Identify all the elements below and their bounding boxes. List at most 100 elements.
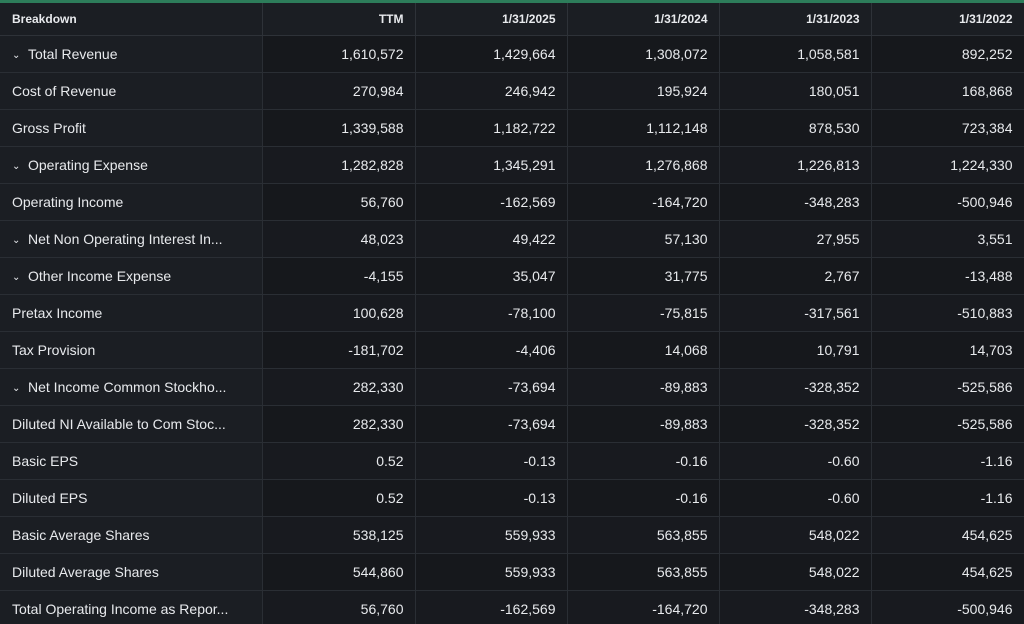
row-value-cell: 49,422 xyxy=(415,220,568,258)
row-label-cell: Pretax Income xyxy=(0,294,263,332)
row-value-cell: -181,702 xyxy=(262,331,416,369)
row-label-cell[interactable]: ⌄ Operating Expense xyxy=(0,146,263,184)
row-value-cell: 270,984 xyxy=(262,72,416,110)
row-label-cell: Total Operating Income as Repor... xyxy=(0,590,263,624)
row-value-cell: -525,586 xyxy=(871,368,1024,406)
row-value-cell: -4,155 xyxy=(262,257,416,295)
row-value-cell: 892,252 xyxy=(871,35,1024,73)
row-value-cell: 3,551 xyxy=(871,220,1024,258)
row-value-cell: 563,855 xyxy=(567,516,720,554)
row-value-cell: -162,569 xyxy=(415,183,568,221)
chevron-down-icon[interactable]: ⌄ xyxy=(12,161,21,172)
row-label-cell: Cost of Revenue xyxy=(0,72,263,110)
row-value-cell: 1,429,664 xyxy=(415,35,568,73)
row-value-cell: 1,345,291 xyxy=(415,146,568,184)
table-row[interactable]: ⌄ Net Income Common Stockho... 282,330 -73,… xyxy=(0,368,1024,406)
table-row: Diluted EPS 0.52 -0.13 -0.16 -0.60 -1.16 xyxy=(0,479,1024,517)
row-label: Operating Income xyxy=(12,194,124,210)
row-value-cell: 100,628 xyxy=(262,294,416,332)
row-label-cell: Diluted Average Shares xyxy=(0,553,263,591)
row-value-cell: 27,955 xyxy=(719,220,872,258)
row-value-cell: 48,023 xyxy=(262,220,416,258)
row-value-cell: 723,384 xyxy=(871,109,1024,147)
row-value-cell: 180,051 xyxy=(719,72,872,110)
row-label-cell[interactable]: ⌄ Net Income Common Stockho... xyxy=(0,368,263,406)
column-header-2023: 1/31/2023 xyxy=(719,3,872,36)
row-value-cell: 559,933 xyxy=(415,516,568,554)
row-label-cell: Gross Profit xyxy=(0,109,263,147)
chevron-down-icon[interactable]: ⌄ xyxy=(12,235,21,246)
table-row: Tax Provision -181,702 -4,406 14,068 10,791 1… xyxy=(0,331,1024,369)
row-value-cell: 282,330 xyxy=(262,405,416,443)
row-value-cell: 1,339,588 xyxy=(262,109,416,147)
column-header-2022: 1/31/2022 xyxy=(871,3,1024,36)
row-value-cell: -0.16 xyxy=(567,479,720,517)
row-label: Other Income Expense xyxy=(28,268,172,284)
chevron-down-icon[interactable]: ⌄ xyxy=(12,272,21,283)
row-value-cell: 57,130 xyxy=(567,220,720,258)
column-header-2024: 1/31/2024 xyxy=(567,3,720,36)
row-label-cell: Basic EPS xyxy=(0,442,263,480)
row-value-cell: -89,883 xyxy=(567,368,720,406)
row-value-cell: -89,883 xyxy=(567,405,720,443)
row-value-cell: 14,703 xyxy=(871,331,1024,369)
row-value-cell: -73,694 xyxy=(415,405,568,443)
row-value-cell: 246,942 xyxy=(415,72,568,110)
row-value-cell: -348,283 xyxy=(719,590,872,624)
row-value-cell: 14,068 xyxy=(567,331,720,369)
row-value-cell: -510,883 xyxy=(871,294,1024,332)
row-value-cell: 168,868 xyxy=(871,72,1024,110)
row-label-cell[interactable]: ⌄ Net Non Operating Interest In... xyxy=(0,220,263,258)
row-label: Diluted Average Shares xyxy=(12,564,159,580)
row-value-cell: 548,022 xyxy=(719,553,872,591)
table-body: ⌄ Total Revenue 1,610,572 1,429,664 1,308,07… xyxy=(0,35,1024,624)
row-value-cell: 1,610,572 xyxy=(262,35,416,73)
table-row: Pretax Income 100,628 -78,100 -75,815 -317,5… xyxy=(0,294,1024,332)
row-value-cell: 1,112,148 xyxy=(567,109,720,147)
chevron-down-icon[interactable]: ⌄ xyxy=(12,50,21,61)
row-value-cell: 35,047 xyxy=(415,257,568,295)
row-label: Operating Expense xyxy=(28,157,148,173)
row-label: Diluted NI Available to Com Stoc... xyxy=(12,416,226,432)
row-value-cell: 0.52 xyxy=(262,442,416,480)
row-value-cell: -1.16 xyxy=(871,442,1024,480)
row-value-cell: 1,182,722 xyxy=(415,109,568,147)
row-value-cell: 282,330 xyxy=(262,368,416,406)
row-value-cell: 10,791 xyxy=(719,331,872,369)
row-label: Basic Average Shares xyxy=(12,527,150,543)
table-row: Basic EPS 0.52 -0.13 -0.16 -0.60 -1.16 xyxy=(0,442,1024,480)
row-value-cell: -75,815 xyxy=(567,294,720,332)
table-row: Total Operating Income as Repor... 56,760… xyxy=(0,590,1024,624)
row-label: Total Revenue xyxy=(28,46,118,62)
row-label-cell: Operating Income xyxy=(0,183,263,221)
row-value-cell: 878,530 xyxy=(719,109,872,147)
table-row: Diluted Average Shares 544,860 559,933 563,… xyxy=(0,553,1024,591)
table-row[interactable]: ⌄ Operating Expense 1,282,828 1,345,291 1,27… xyxy=(0,146,1024,184)
row-label: Tax Provision xyxy=(12,342,96,358)
row-value-cell: -1.16 xyxy=(871,479,1024,517)
column-header-ttm: TTM xyxy=(262,3,416,36)
table-row: Diluted NI Available to Com Stoc... 282,3… xyxy=(0,405,1024,443)
row-value-cell: 538,125 xyxy=(262,516,416,554)
row-value-cell: -13,488 xyxy=(871,257,1024,295)
table-row[interactable]: ⌄ Total Revenue 1,610,572 1,429,664 1,308,07… xyxy=(0,35,1024,73)
row-label: Net Income Common Stockho... xyxy=(28,379,227,395)
chevron-down-icon[interactable]: ⌄ xyxy=(12,383,21,394)
row-value-cell: 454,625 xyxy=(871,553,1024,591)
row-label-cell[interactable]: ⌄ Other Income Expense xyxy=(0,257,263,295)
table-row[interactable]: ⌄ Net Non Operating Interest In... 48,023 4… xyxy=(0,220,1024,258)
table-row: Operating Income 56,760 -162,569 -164,720 -3… xyxy=(0,183,1024,221)
row-value-cell: 1,058,581 xyxy=(719,35,872,73)
row-value-cell: 559,933 xyxy=(415,553,568,591)
row-value-cell: 56,760 xyxy=(262,183,416,221)
row-value-cell: -328,352 xyxy=(719,405,872,443)
row-label-cell[interactable]: ⌄ Total Revenue xyxy=(0,35,263,73)
row-label: Total Operating Income as Repor... xyxy=(12,601,229,617)
table-row[interactable]: ⌄ Other Income Expense -4,155 35,047 31,775 2… xyxy=(0,257,1024,295)
row-value-cell: -0.13 xyxy=(415,479,568,517)
row-label-cell: Diluted NI Available to Com Stoc... xyxy=(0,405,263,443)
row-value-cell: -0.60 xyxy=(719,442,872,480)
column-header-2025: 1/31/2025 xyxy=(415,3,568,36)
row-label: Pretax Income xyxy=(12,305,103,321)
